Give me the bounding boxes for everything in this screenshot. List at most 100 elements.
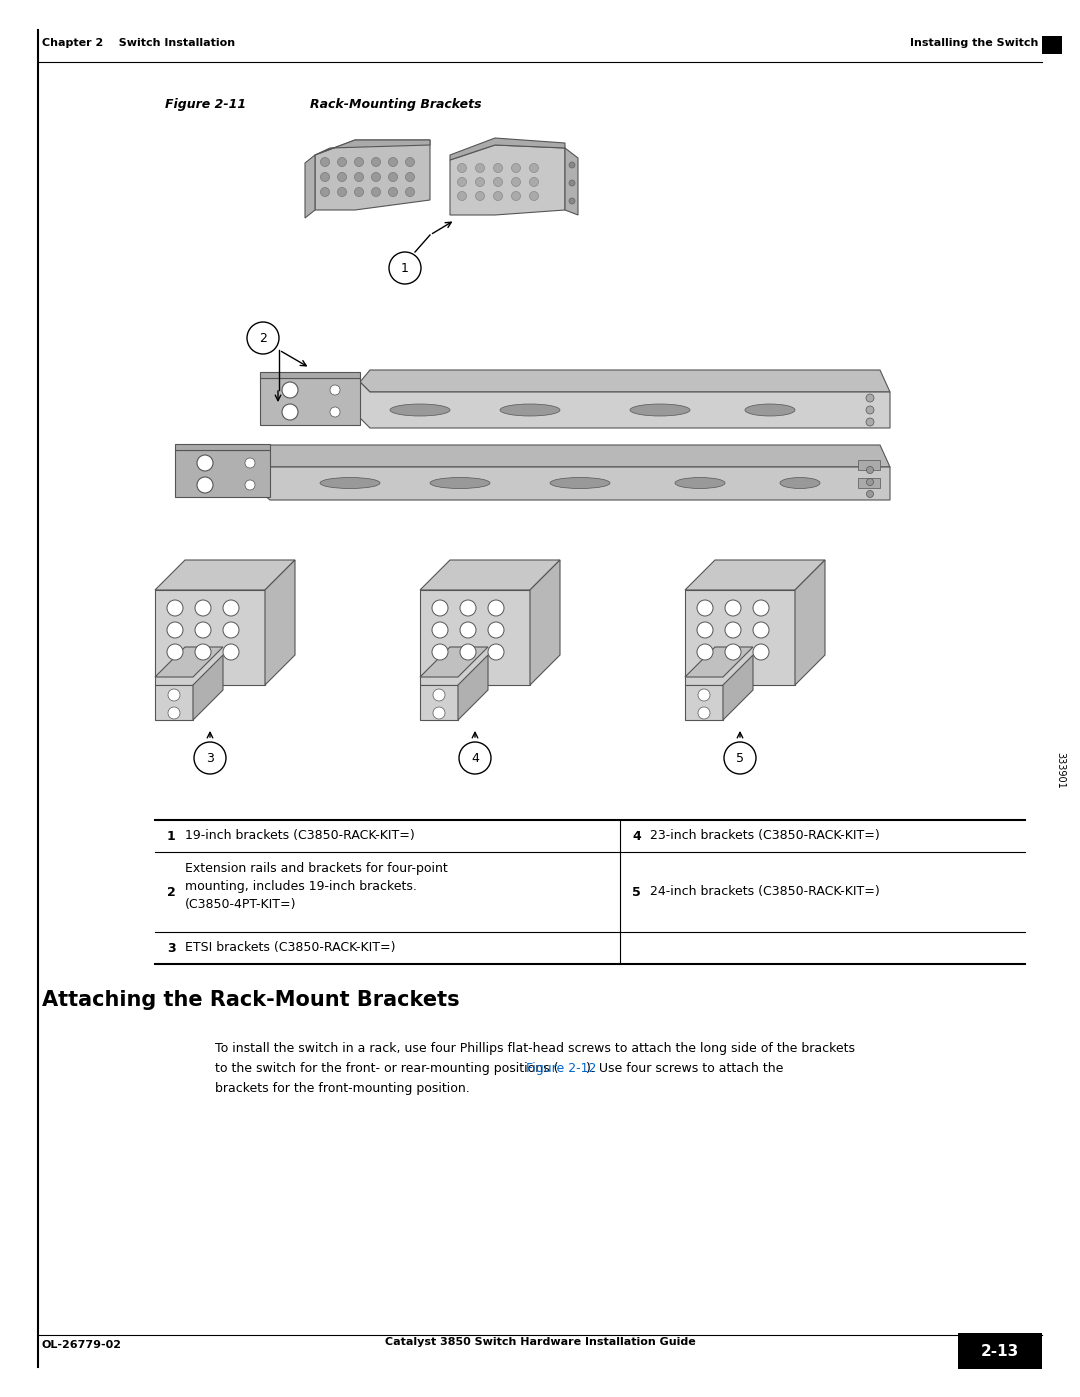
Circle shape bbox=[389, 172, 397, 182]
Polygon shape bbox=[265, 560, 295, 685]
Polygon shape bbox=[193, 655, 222, 719]
Circle shape bbox=[753, 599, 769, 616]
Circle shape bbox=[432, 622, 448, 638]
Circle shape bbox=[725, 622, 741, 638]
Circle shape bbox=[569, 198, 575, 204]
Circle shape bbox=[197, 455, 213, 471]
Polygon shape bbox=[258, 457, 890, 500]
Circle shape bbox=[222, 599, 239, 616]
Circle shape bbox=[354, 187, 364, 197]
Text: Chapter 2    Switch Installation: Chapter 2 Switch Installation bbox=[42, 38, 235, 47]
Circle shape bbox=[475, 163, 485, 172]
Text: 4: 4 bbox=[632, 830, 640, 842]
Circle shape bbox=[389, 158, 397, 166]
Text: 3: 3 bbox=[167, 942, 176, 954]
Circle shape bbox=[167, 644, 183, 659]
Circle shape bbox=[512, 191, 521, 201]
Text: OL-26779-02: OL-26779-02 bbox=[42, 1340, 122, 1350]
Bar bbox=[1042, 36, 1062, 54]
Polygon shape bbox=[530, 560, 561, 685]
Ellipse shape bbox=[430, 478, 490, 489]
Circle shape bbox=[195, 599, 211, 616]
Circle shape bbox=[512, 177, 521, 187]
Circle shape bbox=[245, 481, 255, 490]
Text: 2-13: 2-13 bbox=[981, 1344, 1020, 1358]
Circle shape bbox=[354, 158, 364, 166]
Text: (C3850-4PT-KIT=): (C3850-4PT-KIT=) bbox=[185, 898, 297, 911]
Text: To install the switch in a rack, use four Phillips flat-head screws to attach th: To install the switch in a rack, use fou… bbox=[215, 1042, 855, 1055]
Circle shape bbox=[866, 394, 874, 402]
Polygon shape bbox=[795, 560, 825, 685]
Polygon shape bbox=[258, 446, 890, 467]
Circle shape bbox=[222, 622, 239, 638]
Circle shape bbox=[488, 644, 504, 659]
Polygon shape bbox=[260, 372, 360, 379]
Circle shape bbox=[494, 191, 502, 201]
Circle shape bbox=[197, 476, 213, 493]
Text: 3: 3 bbox=[206, 752, 214, 764]
Polygon shape bbox=[315, 140, 430, 155]
Text: 24-inch brackets (C3850-RACK-KIT=): 24-inch brackets (C3850-RACK-KIT=) bbox=[650, 886, 880, 898]
Circle shape bbox=[372, 187, 380, 197]
Ellipse shape bbox=[675, 478, 725, 489]
Circle shape bbox=[725, 599, 741, 616]
Circle shape bbox=[697, 644, 713, 659]
Ellipse shape bbox=[390, 404, 450, 416]
Circle shape bbox=[529, 191, 539, 201]
Text: Installing the Switch: Installing the Switch bbox=[909, 38, 1038, 47]
Circle shape bbox=[475, 177, 485, 187]
Ellipse shape bbox=[320, 478, 380, 489]
Circle shape bbox=[195, 622, 211, 638]
Circle shape bbox=[337, 187, 347, 197]
Circle shape bbox=[330, 386, 340, 395]
Circle shape bbox=[433, 689, 445, 701]
Circle shape bbox=[569, 162, 575, 168]
Circle shape bbox=[569, 180, 575, 186]
Circle shape bbox=[488, 622, 504, 638]
Text: Attaching the Rack-Mount Brackets: Attaching the Rack-Mount Brackets bbox=[42, 990, 460, 1010]
Text: Catalyst 3850 Switch Hardware Installation Guide: Catalyst 3850 Switch Hardware Installati… bbox=[384, 1337, 696, 1347]
Text: 1: 1 bbox=[167, 830, 176, 842]
Polygon shape bbox=[156, 560, 295, 590]
Circle shape bbox=[494, 163, 502, 172]
Circle shape bbox=[282, 404, 298, 420]
Circle shape bbox=[168, 689, 180, 701]
Circle shape bbox=[330, 407, 340, 416]
Text: 5: 5 bbox=[632, 886, 640, 898]
Circle shape bbox=[195, 644, 211, 659]
Polygon shape bbox=[685, 560, 825, 590]
Ellipse shape bbox=[550, 478, 610, 489]
Circle shape bbox=[433, 707, 445, 719]
Polygon shape bbox=[458, 655, 488, 719]
Circle shape bbox=[167, 599, 183, 616]
Circle shape bbox=[724, 742, 756, 774]
Circle shape bbox=[529, 163, 539, 172]
Circle shape bbox=[725, 644, 741, 659]
Text: brackets for the front-mounting position.: brackets for the front-mounting position… bbox=[215, 1083, 470, 1095]
Circle shape bbox=[866, 467, 874, 474]
Text: 4: 4 bbox=[471, 752, 478, 764]
Text: mounting, includes 19-inch brackets.: mounting, includes 19-inch brackets. bbox=[185, 880, 417, 893]
Text: 2: 2 bbox=[167, 886, 176, 898]
Circle shape bbox=[432, 599, 448, 616]
Text: 333901: 333901 bbox=[1055, 752, 1065, 788]
Circle shape bbox=[405, 172, 415, 182]
Polygon shape bbox=[420, 590, 530, 685]
Circle shape bbox=[866, 479, 874, 486]
Circle shape bbox=[458, 163, 467, 172]
Circle shape bbox=[866, 418, 874, 426]
Text: 2: 2 bbox=[259, 331, 267, 345]
Circle shape bbox=[247, 321, 279, 353]
Circle shape bbox=[337, 158, 347, 166]
Circle shape bbox=[282, 381, 298, 398]
Circle shape bbox=[389, 187, 397, 197]
Text: Figure 2-12: Figure 2-12 bbox=[526, 1062, 596, 1076]
Polygon shape bbox=[420, 560, 561, 590]
Ellipse shape bbox=[630, 404, 690, 416]
Polygon shape bbox=[420, 647, 488, 678]
Circle shape bbox=[432, 644, 448, 659]
Circle shape bbox=[460, 622, 476, 638]
Polygon shape bbox=[685, 685, 723, 719]
Text: 5: 5 bbox=[735, 752, 744, 764]
Circle shape bbox=[460, 599, 476, 616]
